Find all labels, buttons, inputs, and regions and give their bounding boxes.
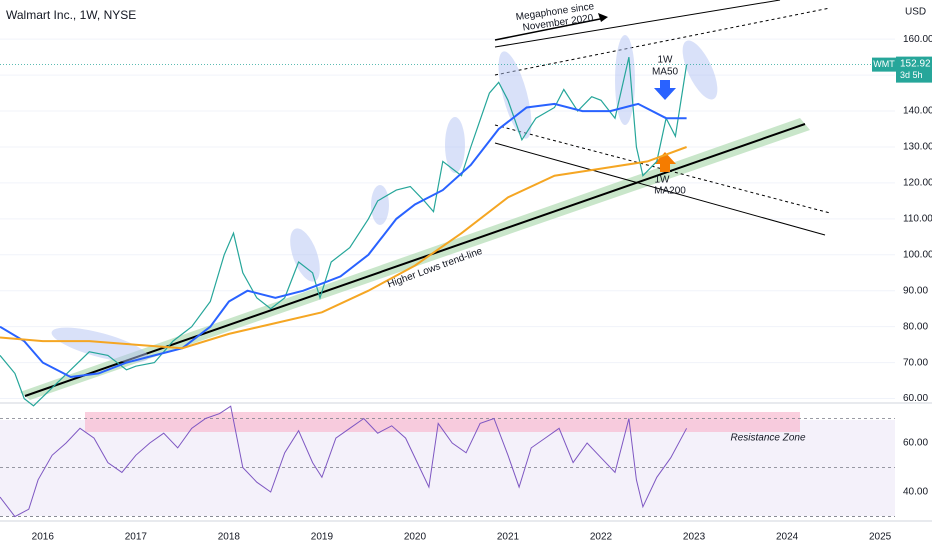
- rsi-tick-label: 40.00: [903, 487, 928, 498]
- x-tick-label: 2017: [125, 532, 148, 543]
- x-tick-label: 2025: [869, 532, 892, 543]
- y-tick-label: 60.00: [903, 393, 928, 404]
- megaphone-lower: [494, 142, 826, 236]
- x-tick-label: 2024: [776, 532, 799, 543]
- annotation: 1W: [655, 175, 671, 186]
- x-tick-label: 2019: [311, 532, 334, 543]
- symbol: WMT: [873, 59, 895, 69]
- megaphone-mid-upper: [494, 7, 831, 76]
- chart-title: Walmart Inc., 1W, NYSE: [6, 8, 136, 22]
- countdown: 3d 5h: [900, 70, 923, 80]
- series-line: [0, 56, 688, 407]
- ma50-arrow: [654, 80, 676, 100]
- ma200-arrow: [654, 152, 676, 172]
- last-price: 152.92: [900, 58, 931, 69]
- symbol-tag: [872, 57, 896, 72]
- x-tick-label: 2022: [590, 532, 613, 543]
- y-tick-label: 100.00: [903, 249, 932, 260]
- y-tick-label: 140.00: [903, 106, 932, 117]
- series-line: [0, 102, 687, 379]
- annotation: MA200: [654, 186, 686, 197]
- price-axis: [895, 0, 932, 550]
- x-tick-label: 2018: [218, 532, 241, 543]
- y-tick-label: 160.00: [903, 34, 932, 45]
- price-tag: [896, 56, 932, 83]
- y-tick-label: 80.00: [903, 321, 928, 332]
- resistance-zone: [85, 412, 800, 432]
- series-line: [0, 405, 688, 518]
- annotation: MA50: [652, 67, 679, 78]
- megaphone-mid-lower: [494, 124, 831, 214]
- series-line: [0, 146, 687, 350]
- x-tick-label: 2020: [404, 532, 427, 543]
- x-tick-label: 2016: [32, 532, 55, 543]
- currency: USD: [905, 7, 926, 18]
- highlights: [51, 35, 718, 363]
- rsi-tick-label: 60.00: [903, 438, 928, 449]
- megaphone-arrow: [494, 17, 606, 41]
- x-tick-label: 2023: [683, 532, 706, 543]
- arrow-head: [598, 13, 608, 22]
- x-tick-label: 2021: [497, 532, 520, 543]
- y-tick-label: 70.00: [903, 357, 928, 368]
- megaphone-upper: [494, 0, 781, 48]
- annotation: 1W: [658, 55, 674, 66]
- y-tick-label: 110.00: [903, 214, 932, 225]
- y-tick-label: 90.00: [903, 285, 928, 296]
- y-tick-label: 120.00: [903, 178, 932, 189]
- trend-line: [24, 123, 806, 397]
- annotation: Resistance Zone: [730, 433, 805, 444]
- y-tick-label: 130.00: [903, 142, 932, 153]
